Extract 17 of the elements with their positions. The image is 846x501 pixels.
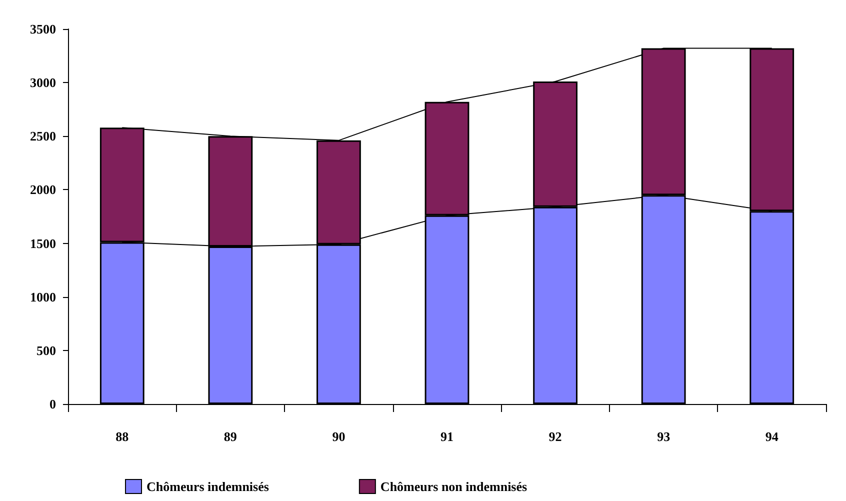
x-tick-label: 93	[657, 429, 671, 444]
legend-label: Chômeurs indemnisés	[146, 479, 269, 494]
y-tick-label: 2500	[30, 128, 56, 144]
x-tick-label: 88	[116, 429, 130, 444]
y-tick-label: 1500	[30, 236, 56, 251]
y-tick-label: 3500	[30, 22, 56, 36]
y-tick-label: 3000	[30, 75, 56, 90]
y-tick-label: 0	[50, 396, 56, 412]
x-tick-label: 89	[224, 429, 238, 444]
legend-label: Chômeurs non indemnisés	[380, 479, 528, 494]
y-tick-label: 500	[36, 342, 56, 358]
x-tick-label: 91	[440, 429, 454, 444]
x-tick-label: 90	[332, 429, 346, 444]
x-tick-label: 94	[765, 429, 779, 444]
y-tick-label: 1000	[30, 289, 56, 304]
y-tick-label: 2000	[30, 182, 56, 198]
x-tick-label: 92	[548, 429, 562, 444]
